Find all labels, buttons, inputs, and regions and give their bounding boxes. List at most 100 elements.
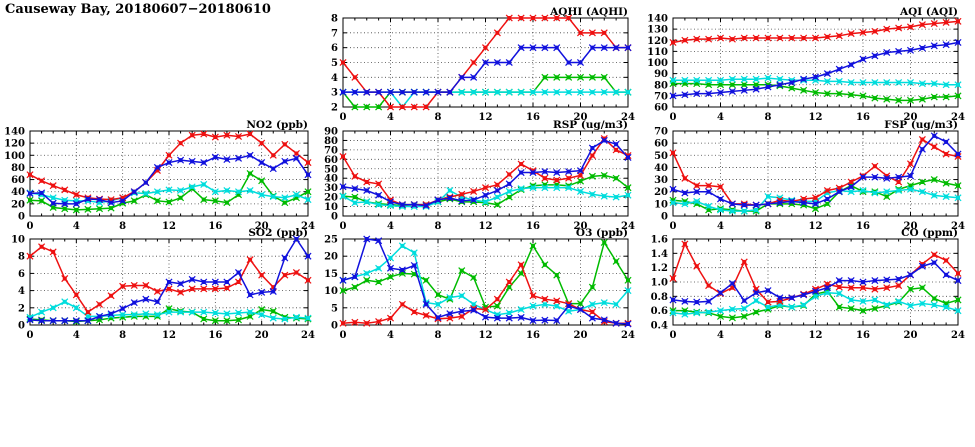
svg-text:1.0: 1.0 bbox=[651, 278, 668, 289]
svg-text:12: 12 bbox=[809, 112, 823, 123]
svg-text:12: 12 bbox=[479, 112, 493, 123]
svg-text:0: 0 bbox=[670, 221, 677, 232]
chart-o3: 0 4 8 12 16 20 24 0 5 10 15 20 25 O3 (ppb) bbox=[313, 227, 642, 343]
svg-text:60: 60 bbox=[11, 175, 25, 186]
svg-text:40: 40 bbox=[324, 174, 338, 185]
svg-text:24: 24 bbox=[621, 112, 635, 123]
svg-text:16: 16 bbox=[856, 330, 870, 341]
svg-text:50: 50 bbox=[654, 151, 668, 162]
series-red bbox=[669, 17, 962, 46]
svg-text:4: 4 bbox=[717, 330, 724, 341]
svg-text:2: 2 bbox=[331, 103, 338, 114]
svg-text:60: 60 bbox=[654, 139, 668, 150]
svg-text:0: 0 bbox=[27, 221, 34, 232]
grid bbox=[673, 131, 958, 216]
svg-text:10: 10 bbox=[654, 199, 668, 210]
chart-svg-o3: 0 4 8 12 16 20 24 0 5 10 15 20 25 O3 (ppb) bbox=[324, 227, 635, 341]
svg-text:8: 8 bbox=[765, 330, 772, 341]
svg-text:4: 4 bbox=[387, 112, 394, 123]
svg-text:2: 2 bbox=[18, 303, 25, 314]
svg-text:8: 8 bbox=[765, 112, 772, 123]
svg-text:0: 0 bbox=[340, 330, 347, 341]
series-blue-markers bbox=[339, 235, 632, 328]
chart-title-co: CO (ppm) bbox=[901, 227, 958, 239]
svg-text:20: 20 bbox=[324, 252, 338, 263]
svg-text:0: 0 bbox=[331, 212, 338, 223]
svg-text:40: 40 bbox=[654, 163, 668, 174]
series-green-markers bbox=[339, 238, 632, 311]
svg-text:4: 4 bbox=[73, 330, 80, 341]
svg-text:0: 0 bbox=[340, 112, 347, 123]
svg-text:0.6: 0.6 bbox=[651, 306, 668, 317]
svg-text:8: 8 bbox=[18, 252, 25, 263]
chart-svg-aqhi: 0 4 8 12 16 20 24 2 3 4 5 6 7 8 AQHI (AQHI) bbox=[331, 6, 635, 124]
svg-text:8: 8 bbox=[765, 221, 772, 232]
svg-text:1.2: 1.2 bbox=[651, 263, 668, 274]
svg-text:4: 4 bbox=[717, 221, 724, 232]
svg-text:16: 16 bbox=[526, 221, 540, 232]
series-blue bbox=[339, 44, 632, 96]
svg-text:90: 90 bbox=[324, 127, 338, 138]
svg-text:20: 20 bbox=[11, 199, 25, 210]
svg-text:20: 20 bbox=[654, 187, 668, 198]
svg-text:60: 60 bbox=[324, 155, 338, 166]
svg-text:40: 40 bbox=[11, 187, 25, 198]
page-title: Causeway Bay, 20180607−20180610 bbox=[5, 2, 271, 17]
svg-text:120: 120 bbox=[4, 139, 25, 150]
svg-text:8: 8 bbox=[435, 221, 442, 232]
chart-aqhi: 0 4 8 12 16 20 24 2 3 4 5 6 7 8 AQHI (AQHI) bbox=[313, 6, 642, 125]
svg-text:12: 12 bbox=[479, 330, 493, 341]
series-blue bbox=[669, 259, 962, 306]
svg-text:16: 16 bbox=[526, 112, 540, 123]
svg-text:0: 0 bbox=[27, 330, 34, 341]
svg-text:30: 30 bbox=[324, 183, 338, 194]
svg-text:60: 60 bbox=[654, 103, 668, 114]
series-blue-markers bbox=[669, 132, 962, 209]
svg-text:0: 0 bbox=[670, 112, 677, 123]
svg-text:0: 0 bbox=[18, 321, 25, 332]
svg-text:10: 10 bbox=[324, 286, 338, 297]
svg-text:1.4: 1.4 bbox=[651, 249, 668, 260]
series-blue bbox=[26, 235, 312, 325]
series-red bbox=[26, 243, 312, 316]
svg-text:20: 20 bbox=[904, 330, 918, 341]
chart-co: 0 4 8 12 16 20 24 0.4 0.6 0.8 1.0 1.2 1.4 1.6 CO (ppm) bbox=[643, 227, 972, 343]
svg-text:10: 10 bbox=[324, 202, 338, 213]
svg-text:4: 4 bbox=[18, 286, 25, 297]
chart-rsp: 0 4 8 12 16 20 24 0 10 20 30 40 50 60 70 80 90 RSP (ug/m3… bbox=[313, 119, 642, 234]
svg-text:100: 100 bbox=[4, 151, 25, 162]
series-blue-markers bbox=[26, 151, 312, 208]
svg-text:3: 3 bbox=[331, 88, 338, 99]
grid bbox=[673, 239, 958, 325]
series-blue-markers bbox=[669, 259, 962, 306]
series-cyan bbox=[26, 180, 312, 207]
grid bbox=[343, 239, 628, 325]
svg-text:16: 16 bbox=[526, 330, 540, 341]
svg-text:24: 24 bbox=[301, 221, 315, 232]
axis-labels: 0 4 8 12 16 20 24 2 3 4 5 6 7 8 bbox=[331, 14, 635, 124]
chart-no2: 0 4 8 12 16 20 24 0 20 40 60 80 100 120 140 NO2 (ppb) bbox=[0, 119, 322, 234]
series-blue bbox=[669, 132, 962, 209]
svg-text:24: 24 bbox=[951, 112, 965, 123]
svg-text:8: 8 bbox=[331, 14, 338, 25]
svg-text:24: 24 bbox=[951, 221, 965, 232]
svg-text:80: 80 bbox=[11, 163, 25, 174]
svg-text:130: 130 bbox=[647, 25, 668, 36]
svg-text:110: 110 bbox=[647, 47, 668, 58]
chart-title-so2: SO2 (ppb) bbox=[248, 227, 308, 239]
svg-text:20: 20 bbox=[574, 221, 588, 232]
axis-labels: 0 4 8 12 16 20 24 0.4 0.6 0.8 1.0 1.2 1.4 1.6 bbox=[651, 235, 965, 342]
svg-text:5: 5 bbox=[331, 303, 338, 314]
series-red-markers bbox=[669, 135, 962, 209]
chart-title-aqhi: AQHI (AQHI) bbox=[549, 6, 628, 18]
svg-text:0: 0 bbox=[18, 212, 25, 223]
svg-text:140: 140 bbox=[647, 14, 668, 25]
svg-text:7: 7 bbox=[331, 28, 338, 39]
